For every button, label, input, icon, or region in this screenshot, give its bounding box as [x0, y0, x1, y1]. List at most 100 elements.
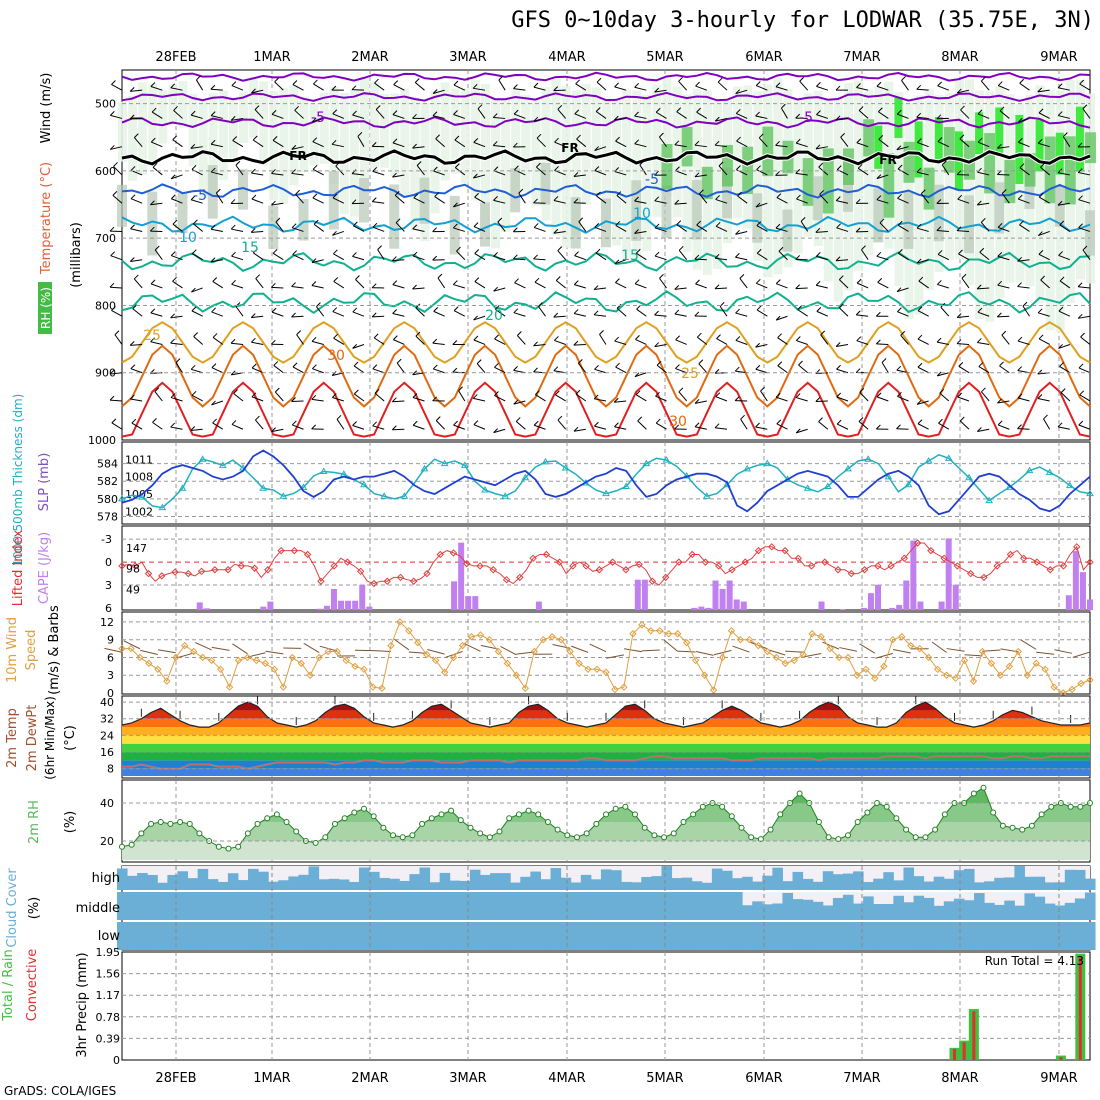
wind-barb	[130, 368, 143, 374]
cloud-cover-bar	[137, 872, 148, 890]
wind-barb	[352, 311, 365, 317]
cloud-cover-bar	[611, 870, 622, 890]
wind-barb	[1040, 279, 1050, 289]
wind-barb-flag	[392, 335, 398, 340]
precip-convective-bar	[952, 1048, 956, 1060]
rh-shade-light	[672, 86, 682, 218]
wind-barb	[231, 85, 244, 91]
wind-barb-flag	[474, 249, 480, 254]
wind-barb-flag	[735, 336, 741, 341]
wind-barb	[453, 114, 465, 119]
cape-bar	[535, 601, 542, 610]
wind-barb	[856, 282, 869, 289]
wind-barb-flag	[674, 140, 680, 146]
rh-shade-grey	[1054, 185, 1065, 227]
cloud-cover-bar	[590, 879, 602, 890]
rh-shade-light	[551, 78, 561, 236]
wind-barb	[797, 309, 808, 317]
isotherm-line	[121, 183, 1091, 199]
wind-barb-flag	[1037, 394, 1043, 399]
wind-barb-flag	[311, 281, 317, 286]
rh-marker	[196, 830, 203, 837]
wind-barb-flag	[936, 226, 942, 231]
lifted-index-marker	[648, 577, 657, 585]
wind-barb-flag	[1017, 424, 1022, 430]
wind-barb-flag	[553, 196, 559, 201]
wind-speed-marker	[503, 659, 512, 668]
rh-marker	[564, 832, 571, 839]
wind-barb	[1059, 365, 1071, 374]
wind-barb-flag	[190, 195, 196, 201]
wind-barb-flag	[573, 172, 579, 177]
wind-barb	[1078, 286, 1091, 289]
lifted-index-marker	[237, 562, 246, 570]
wind-barb-flag	[654, 196, 660, 202]
cloud-cover-bar	[510, 892, 521, 920]
rh-shade-light	[440, 82, 450, 181]
cloud-cover-bar	[762, 904, 773, 920]
wind-barb-flag	[472, 394, 478, 399]
rh-shade-light	[178, 80, 188, 128]
wind-speed-marker	[880, 662, 888, 671]
rh-marker	[544, 819, 551, 825]
thickness-marker	[501, 492, 510, 499]
cloud-cover-bar	[500, 892, 511, 920]
wind-speed-marker	[781, 659, 789, 668]
cloud-cover-bar	[177, 871, 189, 890]
wind-barb-flag	[595, 107, 601, 112]
lifted-index-marker	[741, 558, 749, 566]
cloud-cover-bar	[732, 892, 743, 920]
surface-wind-barb	[1020, 639, 1037, 650]
wind-barb	[694, 426, 707, 430]
wind-barb-flag	[1058, 344, 1063, 349]
rh-shade-bright	[975, 112, 984, 155]
wind-barb-flag	[432, 89, 438, 94]
wind-speed-marker	[933, 665, 942, 674]
cloud-cover-bar	[600, 869, 612, 890]
wind-barb-flag	[432, 255, 438, 261]
wind-speed-marker	[924, 653, 933, 662]
wind-barb-flag	[374, 78, 379, 84]
wind-barb	[756, 252, 768, 261]
cloud-cover-bar	[1014, 922, 1025, 950]
wind-barb	[190, 428, 203, 432]
wind-barb-flag	[835, 256, 841, 262]
wind-speed-marker	[629, 630, 637, 638]
wind-barb	[332, 397, 344, 402]
wind-speed-marker	[387, 641, 395, 650]
wind-barb-flag	[191, 306, 197, 312]
wind-barb-flag	[634, 196, 639, 202]
thickness-marker	[702, 492, 711, 499]
temp-tick-label: 16	[100, 746, 114, 759]
wind-barb-flag	[596, 77, 602, 83]
wind-barb	[654, 255, 667, 261]
cloud-cover-bar	[1014, 905, 1025, 920]
rh-shade-light	[531, 99, 541, 207]
wind-barb	[876, 396, 889, 402]
wind-barb	[151, 111, 163, 119]
thickness-axis-label: 1000-500mb Thickness (dm)	[11, 394, 25, 567]
wind-barb	[377, 249, 385, 260]
wind-barb-flag	[291, 223, 297, 229]
wind-barb-flag	[1059, 220, 1065, 226]
precip-convective-bar	[1059, 1057, 1063, 1060]
wind-barb	[775, 227, 788, 232]
temp-color-band	[122, 727, 1090, 736]
cloud-cover-bar	[853, 903, 864, 920]
wind-barb	[191, 168, 203, 176]
wind-barb	[396, 362, 405, 374]
wind-barb	[432, 342, 445, 345]
cloud-cover-bar	[197, 868, 209, 890]
wind-barb-flag	[1001, 189, 1007, 194]
wind-barb	[193, 223, 203, 232]
cloud-cover-bar	[560, 877, 572, 890]
wind-barb-flag	[897, 392, 902, 397]
wind-speed-marker	[808, 630, 816, 638]
cloud-cover-bar	[449, 880, 461, 890]
wind-tick-label: 0	[107, 687, 114, 700]
cloud-cover-bar	[530, 922, 541, 950]
rh-marker	[1009, 824, 1016, 831]
surface-wind-barb	[393, 638, 410, 651]
cloud-cover-bar	[661, 922, 673, 950]
wind-barb-flag	[255, 274, 261, 279]
